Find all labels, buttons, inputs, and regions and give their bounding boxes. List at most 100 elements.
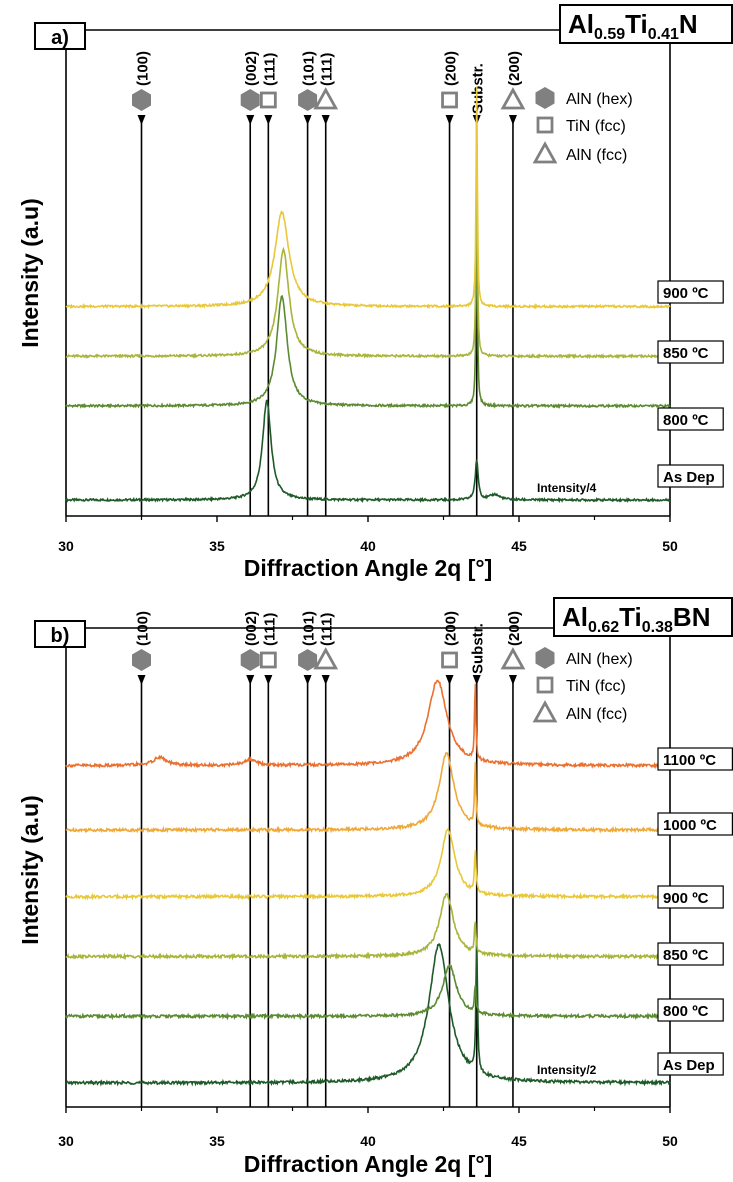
series-label: 1100 ºC (663, 752, 716, 769)
series-label: As Dep (663, 469, 715, 486)
reference-label: (101) (301, 51, 318, 86)
series-line (65, 128, 671, 360)
x-axis-label: Diffraction Angle 2q [°] (244, 555, 493, 581)
panel-letter: b) (51, 625, 70, 647)
legend-label: AlN (hex) (566, 91, 633, 108)
reference-arrowhead (508, 675, 517, 685)
reference-label: Substr. (470, 63, 487, 114)
reference-label: (002) (243, 51, 260, 86)
reference-arrowhead (137, 675, 146, 685)
series-line (65, 752, 671, 834)
legend-label: TiN (fcc) (566, 118, 626, 135)
triangle-marker (313, 87, 339, 110)
x-tick-label: 30 (58, 538, 74, 554)
reference-arrowhead (264, 675, 273, 685)
title-subscript: 0.38 (642, 619, 673, 636)
series-line (65, 399, 671, 504)
series-label-box (657, 812, 733, 836)
reference-label: (111) (261, 53, 278, 86)
title-subscript: 0.62 (588, 619, 619, 636)
series-label-box (657, 464, 724, 488)
reference-label: (002) (243, 611, 260, 646)
title-box (559, 4, 733, 44)
triangle-marker (500, 87, 526, 110)
reference-arrowhead (445, 115, 454, 125)
legend-triangle-icon (532, 700, 558, 723)
legend-square-icon (536, 116, 554, 134)
series-label-box (657, 1052, 724, 1076)
series-label: 850 ºC (663, 947, 709, 964)
legend-label: TiN (fcc) (566, 678, 626, 695)
reference-label: (200) (506, 611, 523, 646)
reference-arrowhead (303, 115, 312, 125)
series-label-box (657, 885, 724, 909)
reference-label: (111) (319, 53, 336, 86)
reference-label: (100) (135, 51, 152, 86)
legend-label: AlN (fcc) (566, 147, 627, 164)
hexagon-marker (240, 89, 260, 111)
title-subscript: 0.59 (594, 26, 625, 43)
title-part: Al (568, 9, 594, 39)
chart-title: Al0.59Ti0.41N (568, 9, 698, 43)
x-tick-label: 40 (360, 1133, 376, 1149)
reference-arrowhead (264, 115, 273, 125)
triangle-marker (313, 647, 339, 670)
reference-arrowhead (246, 115, 255, 125)
legend-square-icon (536, 676, 554, 694)
hexagon-marker (132, 89, 151, 111)
x-tick-label: 40 (360, 538, 376, 554)
title-part: N (679, 9, 698, 39)
series-line (65, 827, 671, 901)
series-label: 1000 ºC (663, 817, 717, 834)
series-label: 900 ºC (663, 285, 709, 302)
panel-letter-box (34, 22, 86, 50)
series-label-box (657, 407, 724, 431)
legend-hexagon-icon (535, 87, 555, 109)
x-axis-label: Diffraction Angle 2q [°] (244, 1151, 493, 1177)
series-line (65, 177, 671, 409)
title-subscript: 0.41 (648, 26, 679, 43)
title-part: Al (562, 602, 588, 632)
hexagon-marker (132, 649, 151, 671)
reference-arrowhead (472, 675, 481, 685)
hexagon-marker (298, 649, 318, 671)
series-line (65, 679, 671, 770)
panel-letter-box (34, 620, 86, 648)
legend-label: AlN (fcc) (566, 706, 627, 723)
reference-label: (200) (443, 51, 460, 86)
chart-title: Al0.62Ti0.38BN (562, 602, 710, 636)
series-line (65, 937, 671, 1087)
legend-hexagon-icon (535, 647, 555, 669)
square-marker (259, 91, 277, 109)
reference-arrowhead (246, 675, 255, 685)
series-label-box (657, 747, 733, 771)
intensity-annotation: Intensity/4 (537, 481, 597, 495)
reference-arrowhead (137, 115, 146, 125)
reference-label: (100) (135, 611, 152, 646)
series-label: 850 ºC (663, 345, 709, 362)
reference-label: (111) (261, 613, 278, 646)
reference-arrowhead (508, 115, 517, 125)
reference-arrowhead (321, 675, 330, 685)
series-label-box (657, 280, 724, 304)
square-marker (441, 651, 458, 669)
reference-label: Substr. (470, 623, 487, 674)
x-tick-label: 50 (662, 1133, 678, 1149)
title-part: Ti (625, 9, 648, 39)
hexagon-marker (298, 89, 318, 111)
series-label: 800 ºC (663, 412, 709, 429)
panel-letter: a) (51, 27, 69, 49)
x-tick-label: 50 (662, 538, 678, 554)
series-label: As Dep (663, 1057, 715, 1074)
x-tick-label: 45 (511, 538, 527, 554)
series-line (65, 892, 671, 961)
reference-arrowhead (303, 675, 312, 685)
series-label: 800 ºC (663, 1003, 709, 1020)
triangle-marker (500, 647, 526, 670)
reference-arrowhead (445, 675, 454, 685)
intensity-annotation: Intensity/2 (537, 1063, 597, 1077)
hexagon-marker (240, 649, 260, 671)
y-axis-label: Intensity (a.u) (17, 198, 43, 348)
x-tick-label: 35 (209, 538, 225, 554)
